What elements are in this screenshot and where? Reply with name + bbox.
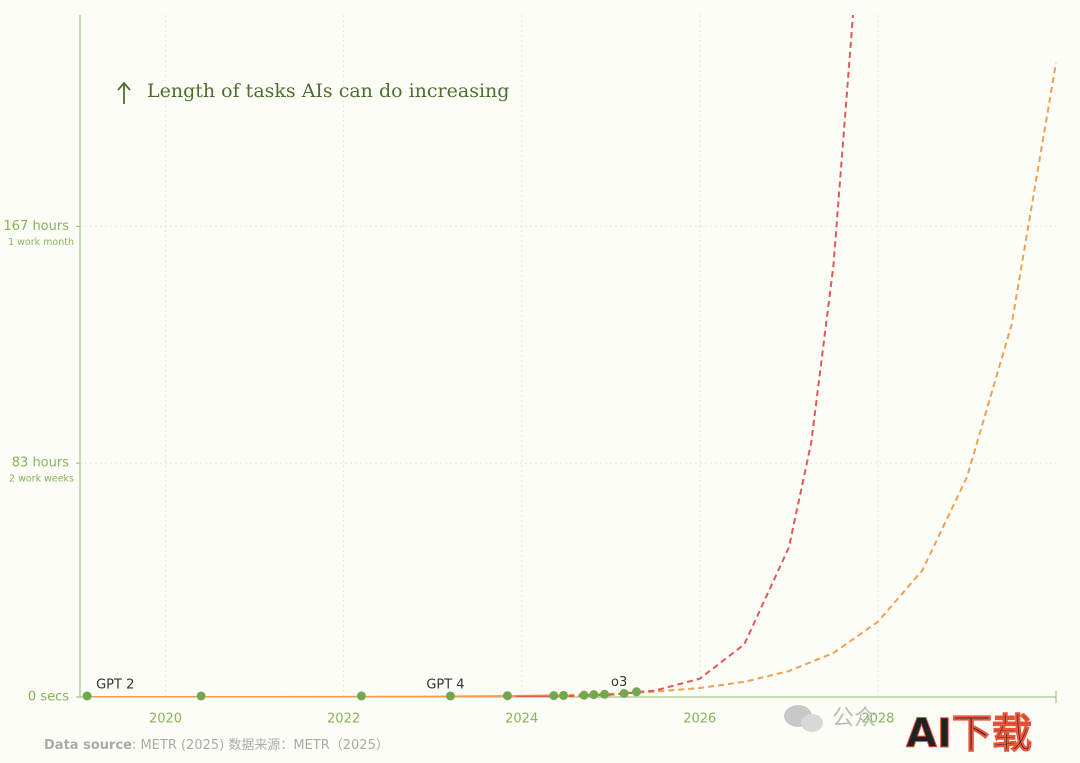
data-point bbox=[549, 691, 559, 701]
source-label: Data source bbox=[44, 738, 132, 753]
x-tick-label: 2026 bbox=[683, 712, 716, 727]
data-point bbox=[600, 689, 610, 699]
data-point bbox=[619, 688, 629, 698]
point-label: GPT 2 bbox=[96, 678, 134, 693]
data-point bbox=[356, 691, 366, 701]
trend-line bbox=[85, 694, 549, 697]
data-point bbox=[196, 691, 206, 701]
annotation: Length of tasks AIs can do increasing bbox=[147, 80, 509, 102]
point-label: o3 bbox=[611, 675, 627, 690]
data-point bbox=[82, 691, 92, 701]
annotation-arrow-head bbox=[117, 81, 131, 91]
y-tick-label: 0 secs bbox=[28, 690, 69, 705]
watermark-icon bbox=[801, 714, 823, 732]
trend-line bbox=[548, 62, 1057, 697]
x-tick-label: 2022 bbox=[327, 712, 360, 727]
y-tick-label: 83 hours bbox=[12, 456, 69, 471]
y-tick-sublabel: 2 work weeks bbox=[9, 474, 74, 485]
point-label: GPT 4 bbox=[426, 677, 464, 692]
trend-line bbox=[548, 15, 854, 697]
x-tick-label: 2024 bbox=[505, 712, 538, 727]
plot: 0 secs 83 hours 2 work weeks 167 hours 1 wor… bbox=[4, 15, 1057, 727]
data-point bbox=[445, 691, 455, 701]
source: Data source: METR (2025) 数据来源：METR（2025） bbox=[44, 738, 389, 753]
data-point bbox=[632, 687, 642, 697]
y-tick-sublabel: 1 work month bbox=[8, 237, 74, 248]
x-tick-label: 2028 bbox=[861, 712, 894, 727]
data-point bbox=[579, 690, 589, 700]
x-tick-label: 2020 bbox=[149, 712, 182, 727]
data-point bbox=[559, 690, 569, 700]
data-point bbox=[502, 691, 512, 701]
y-tick-label: 167 hours bbox=[4, 219, 70, 234]
logo: AI下载 bbox=[906, 711, 1032, 757]
watermark-text: 公众 bbox=[832, 706, 876, 731]
watermark: 公众 bbox=[784, 705, 876, 732]
source-text: : METR (2025) 数据来源：METR（2025） bbox=[132, 738, 389, 753]
data-point bbox=[589, 690, 599, 700]
